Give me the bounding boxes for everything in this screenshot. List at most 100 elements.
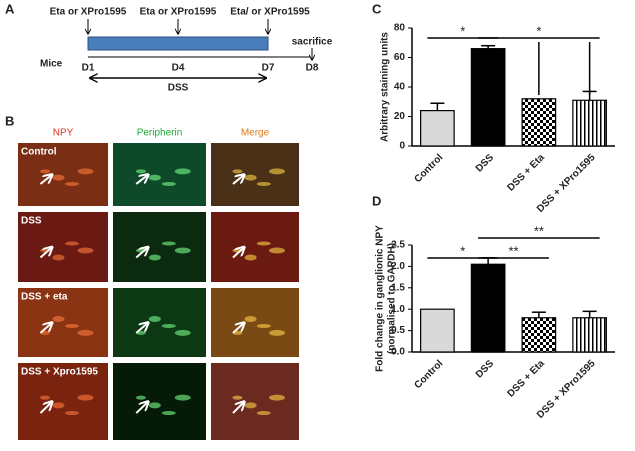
stain — [256, 181, 271, 186]
significance: * — [536, 23, 541, 38]
stain — [77, 394, 94, 401]
channel-header: NPY — [53, 128, 74, 139]
micrograph — [211, 143, 299, 206]
bar — [521, 317, 557, 353]
significance: ** — [508, 243, 518, 258]
bar — [470, 263, 506, 353]
treatment-bar — [87, 36, 269, 51]
treatment: Eta or XPro1595 — [50, 7, 127, 18]
bar — [470, 48, 506, 147]
row-label: Control — [21, 147, 57, 158]
stain — [161, 411, 176, 416]
x-tick-label: DSS — [474, 358, 497, 381]
stain — [269, 394, 285, 401]
stain — [174, 329, 191, 336]
y-tick-label: 0.5 — [391, 325, 405, 336]
arrow — [39, 175, 53, 185]
y-axis-label: Arbitrary staining units — [380, 32, 391, 142]
day: D4 — [172, 63, 185, 74]
micrographs — [18, 143, 299, 440]
arrow — [39, 402, 53, 414]
bar — [420, 109, 455, 147]
bar — [521, 98, 557, 147]
stain — [77, 168, 94, 175]
stain — [256, 411, 271, 416]
stain — [244, 254, 257, 261]
stain — [65, 323, 79, 328]
stain — [135, 395, 146, 400]
stain — [40, 395, 50, 400]
stain — [269, 168, 285, 175]
y-axis-label: Fold change in ganglionic NPY — [375, 225, 386, 372]
stain — [244, 316, 257, 323]
y-tick-label: 1.0 — [391, 304, 405, 315]
day: D7 — [262, 63, 275, 74]
panel-label: A — [5, 1, 15, 16]
y-tick-label: 0 — [399, 141, 405, 152]
bar — [572, 99, 607, 147]
stain — [52, 316, 65, 323]
micrograph — [113, 363, 206, 440]
y-tick-label: 0.0 — [391, 347, 405, 358]
stain — [174, 394, 191, 401]
y-tick-label: 2.5 — [391, 240, 405, 251]
subject: Mice — [40, 59, 63, 70]
y-tick-label: 80 — [394, 23, 406, 34]
y-tick-label: 60 — [394, 52, 406, 63]
stain — [244, 402, 257, 409]
panel-label: C — [372, 1, 382, 16]
treatment: Eta or XPro1595 — [140, 7, 217, 18]
micrograph — [211, 288, 299, 357]
micrograph — [18, 288, 108, 357]
stain — [269, 247, 285, 254]
stain — [256, 323, 271, 328]
arrow — [135, 323, 148, 334]
x-tick-label: DSS + Eta — [505, 358, 547, 400]
treatment: Eta/ or XPro1595 — [230, 7, 310, 18]
stain — [148, 254, 161, 261]
panel-label: B — [5, 113, 14, 128]
stain — [174, 247, 191, 254]
arrow — [39, 247, 53, 259]
row-label: DSS — [21, 216, 42, 227]
stain — [65, 411, 79, 416]
day: D1 — [82, 63, 95, 74]
y-tick-label: 2.0 — [391, 261, 405, 272]
stain — [161, 323, 176, 328]
period: DSS — [168, 83, 189, 94]
stain — [135, 169, 146, 174]
micrograph — [18, 143, 108, 206]
micrograph — [18, 363, 108, 440]
micrograph — [18, 212, 108, 282]
micrograph — [211, 363, 299, 440]
endpoint: sacrifice — [292, 37, 333, 48]
panel-label: D — [372, 193, 381, 208]
arrow — [232, 175, 244, 185]
channel-header: Merge — [241, 128, 270, 139]
arrow — [135, 247, 148, 259]
y-tick-label: 20 — [394, 111, 406, 122]
stain — [52, 254, 65, 261]
arrow — [232, 323, 244, 334]
channel-header: Peripherin — [137, 128, 183, 139]
stain — [148, 402, 161, 409]
stain — [148, 316, 161, 323]
arrow — [232, 402, 244, 414]
micrograph — [211, 212, 299, 282]
x-tick-label: DSS — [474, 152, 497, 175]
y-axis-label: (normalised to GAPDH) — [387, 243, 398, 354]
row-label: DSS + Xpro1595 — [21, 367, 98, 378]
stain — [269, 329, 285, 336]
stain — [65, 241, 79, 246]
stain — [65, 181, 79, 186]
micrograph — [113, 288, 206, 357]
day: D8 — [306, 63, 319, 74]
stain — [77, 247, 94, 254]
stain — [52, 402, 65, 409]
stain — [161, 241, 176, 246]
arrow — [135, 402, 148, 414]
stain — [232, 169, 243, 174]
arrow — [39, 323, 53, 334]
stain — [244, 174, 257, 181]
